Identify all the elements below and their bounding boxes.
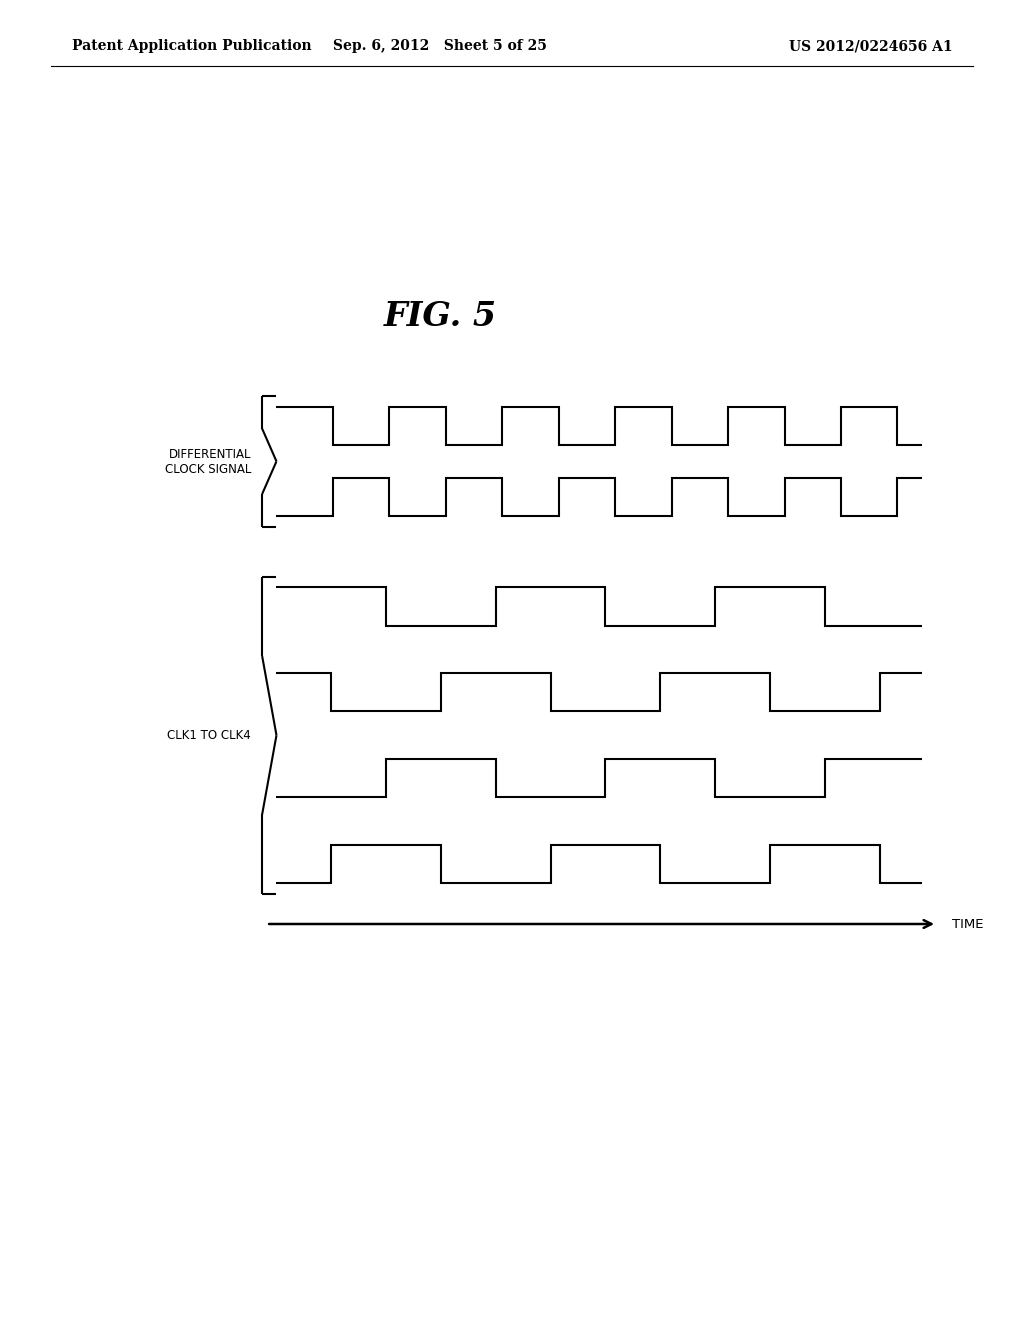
Text: TIME: TIME xyxy=(952,917,984,931)
Text: US 2012/0224656 A1: US 2012/0224656 A1 xyxy=(788,40,952,53)
Text: Patent Application Publication: Patent Application Publication xyxy=(72,40,311,53)
Text: CLK1 TO CLK4: CLK1 TO CLK4 xyxy=(167,729,251,742)
Text: Sep. 6, 2012   Sheet 5 of 25: Sep. 6, 2012 Sheet 5 of 25 xyxy=(334,40,547,53)
Text: DIFFERENTIAL
CLOCK SIGNAL: DIFFERENTIAL CLOCK SIGNAL xyxy=(165,447,251,477)
Text: FIG. 5: FIG. 5 xyxy=(384,300,497,333)
